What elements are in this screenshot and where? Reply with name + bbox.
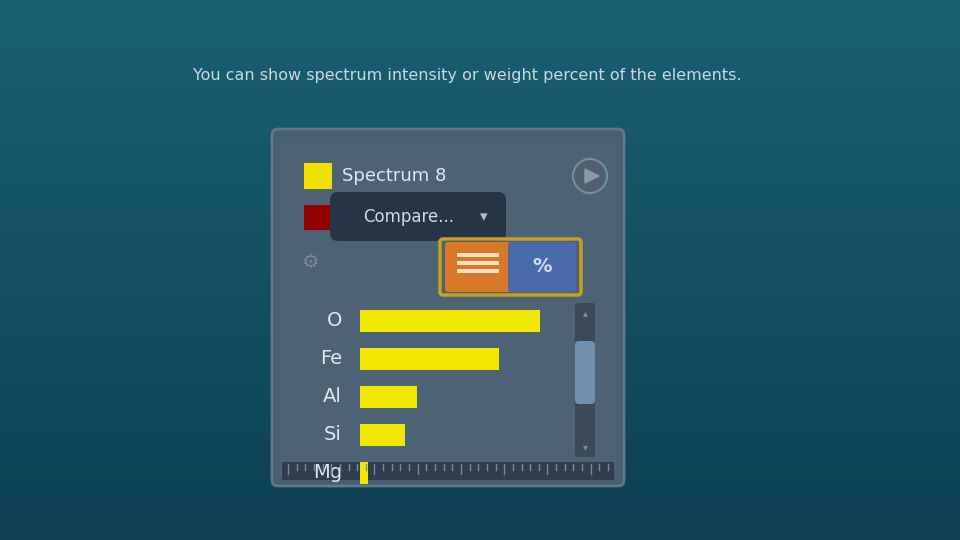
FancyBboxPatch shape <box>508 242 576 292</box>
FancyBboxPatch shape <box>272 129 624 486</box>
Bar <box>360 348 499 370</box>
Text: Compare...: Compare... <box>363 207 454 226</box>
FancyBboxPatch shape <box>280 137 616 478</box>
Bar <box>304 205 330 230</box>
Bar <box>304 163 332 189</box>
FancyBboxPatch shape <box>575 341 595 404</box>
FancyBboxPatch shape <box>330 192 506 241</box>
Bar <box>360 310 540 332</box>
Circle shape <box>573 159 607 193</box>
Text: %: % <box>532 258 552 276</box>
Text: O: O <box>326 312 342 330</box>
Text: Spectrum 8: Spectrum 8 <box>342 167 446 185</box>
Polygon shape <box>585 169 599 183</box>
Bar <box>457 261 499 265</box>
FancyBboxPatch shape <box>445 242 511 292</box>
Bar <box>360 386 418 408</box>
Text: ▴: ▴ <box>583 308 588 318</box>
Text: Mg: Mg <box>313 463 342 483</box>
Text: Al: Al <box>324 388 342 407</box>
Text: ⚙: ⚙ <box>301 253 319 272</box>
Bar <box>360 424 405 446</box>
Text: Si: Si <box>324 426 342 444</box>
Bar <box>360 462 369 484</box>
Text: You can show spectrum intensity or weight percent of the elements.: You can show spectrum intensity or weigh… <box>193 68 741 83</box>
Bar <box>457 269 499 273</box>
Text: Fe: Fe <box>320 349 342 368</box>
Bar <box>282 462 614 480</box>
Text: ▾: ▾ <box>480 209 488 224</box>
Text: ▾: ▾ <box>583 442 588 452</box>
Bar <box>457 253 499 257</box>
FancyBboxPatch shape <box>575 303 595 457</box>
